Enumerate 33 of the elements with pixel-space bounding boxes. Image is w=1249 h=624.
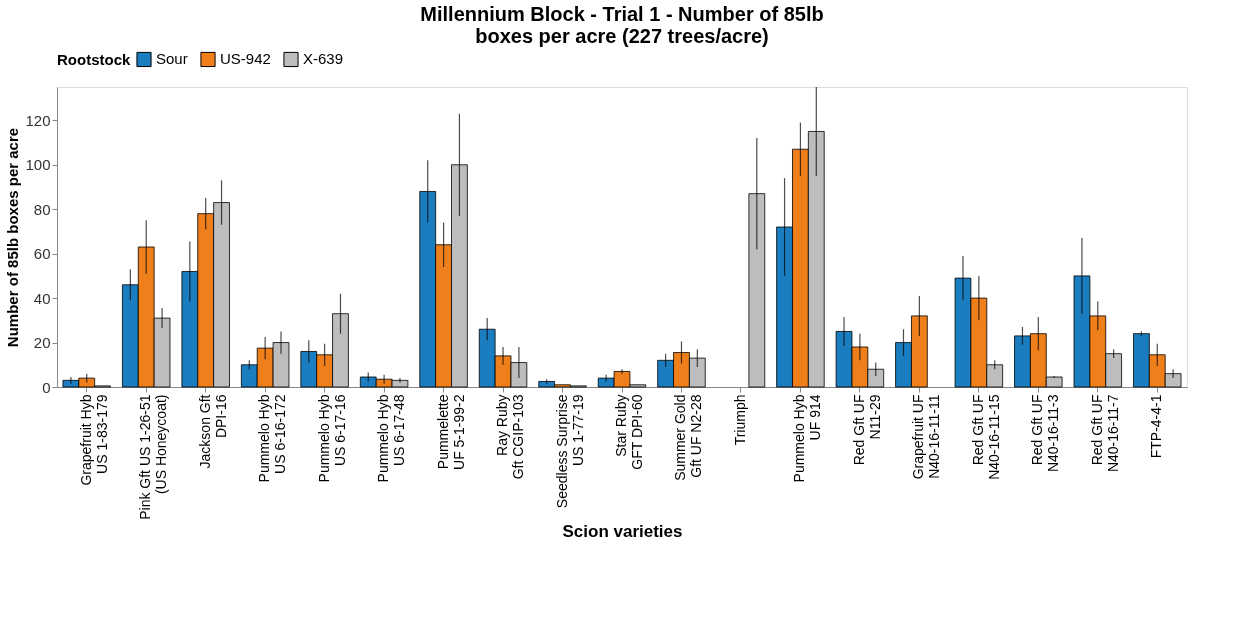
legend-label: US-942	[220, 50, 271, 68]
x-axis-title: Scion varieties	[562, 521, 683, 541]
x-tick-label: Pummelette UF 5-1-99-2	[434, 394, 467, 470]
x-tick-label: Pink Gft US 1-26-51 (US Honeycoat)	[137, 394, 170, 520]
x-tick-label: Pummelo Hyb US 6-17-16	[315, 394, 348, 483]
x-tick-label: FTP-4-4-1	[1148, 394, 1165, 459]
x-tick-label: Red Gft UF N40-16-11-7	[1088, 394, 1121, 473]
x-tick-label: Red Gft UF N40-16-11-3	[1029, 394, 1062, 473]
y-axis-title: Number of 85lb boxes per acre	[4, 127, 22, 348]
x-tick-label: Pummelo Hyb US 6-16-172	[256, 394, 289, 483]
x-tick-label: Pummelo Hyb US 6-17-48	[375, 394, 408, 483]
y-tick-label: 20	[33, 334, 51, 352]
y-tick-label: 40	[33, 289, 51, 307]
y-tick-label: 100	[25, 156, 51, 174]
y-tick-label: 60	[33, 245, 51, 263]
x-tick-label: Pummelo Hyb UF 914	[791, 394, 824, 483]
x-tick-label: Grapefruit Hyb US 1-83-179	[77, 394, 110, 486]
y-tick-label: 0	[42, 378, 51, 396]
x-tick-label: Grapefruit UF N40-16-11-11	[910, 394, 943, 480]
y-tick-label: 80	[33, 200, 51, 218]
x-tick-label: Triumph	[731, 394, 748, 446]
x-tick-label: Red Gft UF N11-29	[850, 394, 883, 466]
x-tick-label: Star Ruby GFT DPI-60	[613, 394, 645, 470]
legend-label: X-639	[303, 50, 344, 68]
x-tick-label: Red Gft UF N40-16-11-15	[969, 394, 1002, 480]
x-tick-label: Seedless Surprise US 1-77-19	[553, 394, 586, 509]
x-tick-label: Jackson Gft DPI-16	[196, 394, 229, 469]
x-tick-label: Ray Ruby Gft CGIP-103	[494, 394, 527, 480]
y-tick-label: 120	[25, 111, 51, 129]
legend-title: Rootstock	[57, 51, 131, 68]
x-tick-label: Summer Gold Gft UF N2-28	[672, 394, 705, 481]
legend-label: Sour	[156, 50, 188, 68]
chart-title: Millennium Block - Trial 1 - Number of 85lb boxes per acre (227 trees/acre)	[420, 3, 824, 47]
